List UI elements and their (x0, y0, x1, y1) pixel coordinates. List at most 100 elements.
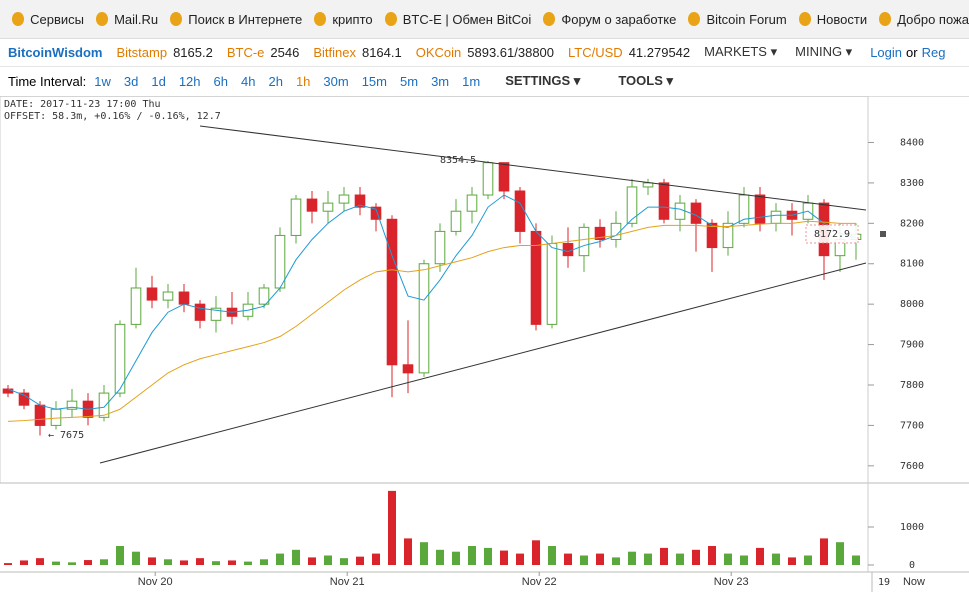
volume-bar (548, 546, 556, 565)
ticker-name[interactable]: BTC-e (226, 44, 265, 60)
interval[interactable]: 2h (268, 73, 283, 89)
x-tick-label: Nov 21 (330, 576, 365, 588)
interval[interactable]: 1h (295, 73, 311, 89)
volume-bar (132, 551, 140, 565)
bookmark[interactable]: крипто (332, 11, 373, 27)
volume-bar (756, 547, 764, 565)
ticker-name[interactable]: OKCoin (415, 44, 462, 60)
volume-bar (100, 559, 108, 565)
volume-bar (788, 557, 796, 565)
volume-bar (596, 553, 604, 565)
bookmark[interactable]: Добро пожа (897, 11, 969, 27)
interval[interactable]: 6h (213, 73, 228, 89)
bookmark[interactable]: Форум о заработке (561, 11, 677, 27)
candle-body (18, 392, 30, 406)
volume-bar (388, 490, 396, 565)
ticker-price: 8165.2 (173, 44, 213, 60)
candle-body (258, 287, 270, 305)
y-tick-label: 8400 (900, 137, 924, 148)
candle-body (34, 404, 46, 426)
bookmark[interactable]: Сервисы (30, 11, 84, 27)
candle-body (162, 291, 174, 301)
candle-body (578, 226, 590, 257)
bookmark-icon (543, 12, 556, 26)
candle-body (386, 218, 398, 366)
candle-body (146, 287, 158, 301)
candle-body (674, 202, 686, 220)
candle-body (434, 230, 446, 265)
tools[interactable]: TOOLS ▾ (618, 73, 674, 88)
bookmark[interactable]: Mail.Ru (114, 11, 159, 27)
volume-bar (692, 549, 700, 565)
volume-bar (212, 561, 220, 565)
y-tick-label: 8300 (900, 178, 924, 189)
interval[interactable]: 1w (94, 73, 111, 89)
interval[interactable]: 15m (361, 73, 387, 89)
candle-body (594, 226, 606, 240)
candle-body (498, 162, 510, 192)
candle-body (610, 222, 622, 240)
volume-bar (708, 546, 716, 565)
x-tick-label: Nov 22 (522, 576, 557, 588)
volume-bar (852, 555, 860, 565)
corner-label: Now (903, 576, 925, 588)
bookmark-icon (384, 12, 397, 26)
interval[interactable]: 1m (462, 73, 481, 89)
volume-bar (116, 546, 124, 565)
bookmark[interactable]: Bitcoin Forum (706, 11, 787, 27)
bookmark[interactable]: BTC-E | Обмен BitCoi (402, 11, 532, 27)
volume-bar (740, 555, 748, 565)
candle-body (754, 194, 766, 224)
volume-bar (820, 538, 828, 565)
ticker-name[interactable]: Bitstamp (116, 44, 168, 60)
interval[interactable]: 12h (178, 73, 201, 89)
login[interactable]: Login (870, 44, 903, 60)
candle-body (562, 243, 574, 257)
interval[interactable]: 30m (323, 73, 349, 89)
candle-body (2, 388, 14, 394)
interval[interactable]: 3d (123, 73, 139, 89)
register[interactable]: Reg (921, 44, 946, 60)
menu[interactable]: MARKETS ▾ (704, 44, 778, 59)
candle-body (306, 198, 318, 212)
interval[interactable]: 3m (431, 73, 450, 89)
ticker-price: 5893.61/38800 (467, 44, 555, 60)
x-tick-label: Nov 20 (138, 576, 173, 588)
candle-body (322, 202, 334, 212)
candle-body (338, 194, 350, 204)
bookmark[interactable]: Поиск в Интернете (188, 11, 303, 27)
bookmark-icon (12, 12, 25, 26)
interval[interactable]: 5m (400, 73, 419, 89)
candle-body (770, 210, 782, 224)
interval[interactable]: 4h (241, 73, 256, 89)
interval[interactable]: 1d (151, 73, 166, 89)
bookmarks-bar: Сервисы Mail.Ru Поиск в Интернете крипто BTC… (0, 0, 969, 39)
volume-bar (436, 549, 444, 565)
settings[interactable]: SETTINGS ▾ (505, 73, 581, 88)
volume-bar (772, 553, 780, 565)
volume-bar (564, 553, 572, 565)
y-tick-label: 8100 (900, 259, 924, 270)
trend-line (199, 125, 867, 211)
ticker-price: 41.279542 (628, 44, 691, 60)
volume-bar (4, 563, 12, 565)
volume-bar (228, 560, 236, 565)
price-panel (0, 96, 869, 484)
y-tick-label: 7900 (900, 340, 924, 351)
bookmark[interactable]: Новости (816, 11, 868, 27)
candle-body (114, 323, 126, 394)
volume-bar (260, 559, 268, 565)
interval-label: Time Interval: (8, 73, 87, 89)
volume-bar (420, 542, 428, 565)
candle-body (626, 186, 638, 224)
candle-body (706, 222, 718, 249)
candle-body (722, 222, 734, 249)
volume-bar (580, 555, 588, 565)
volume-bar (804, 555, 812, 565)
brand[interactable]: BitcoinWisdom (8, 44, 103, 60)
ticker-name[interactable]: LTC/USD (568, 44, 623, 60)
ticker-name[interactable]: Bitfinex (313, 44, 356, 60)
menu[interactable]: MINING ▾ (795, 44, 853, 59)
y-tick-label: 8200 (900, 218, 924, 229)
